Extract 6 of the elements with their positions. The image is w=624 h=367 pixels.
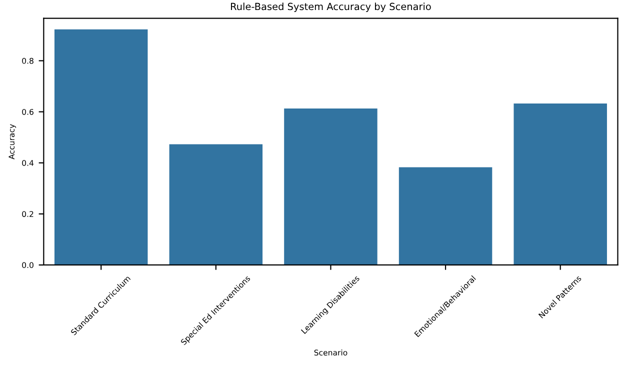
bar xyxy=(398,167,492,265)
bar xyxy=(169,144,263,265)
chart-title: Rule-Based System Accuracy by Scenario xyxy=(230,2,431,12)
bar xyxy=(284,108,378,265)
bar xyxy=(514,103,607,265)
bar xyxy=(54,29,148,265)
